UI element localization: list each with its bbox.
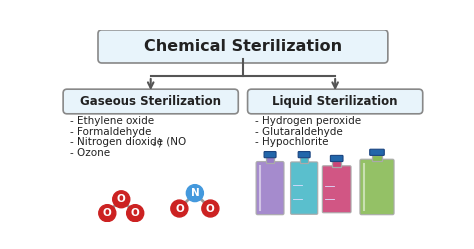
Text: ): ): [157, 137, 161, 147]
Text: - Formaldehyde: - Formaldehyde: [70, 126, 152, 136]
Circle shape: [127, 205, 144, 222]
Text: - Ozone: - Ozone: [70, 148, 110, 158]
FancyBboxPatch shape: [247, 89, 423, 114]
Text: O: O: [103, 208, 112, 218]
FancyBboxPatch shape: [63, 89, 238, 114]
Text: - Hypochlorite: - Hypochlorite: [255, 137, 328, 147]
Bar: [266, 157, 274, 163]
Text: ₂: ₂: [153, 139, 156, 148]
FancyBboxPatch shape: [298, 152, 310, 158]
Circle shape: [202, 200, 219, 217]
Text: N: N: [191, 188, 199, 198]
Text: - Glutaraldehyde: - Glutaraldehyde: [255, 126, 342, 136]
Circle shape: [99, 205, 116, 222]
FancyBboxPatch shape: [330, 155, 343, 162]
Text: - Nitrogen dioxide (NO: - Nitrogen dioxide (NO: [70, 137, 186, 147]
Text: - Hydrogen peroxide: - Hydrogen peroxide: [255, 116, 361, 126]
Bar: [300, 157, 309, 163]
Text: O: O: [206, 203, 215, 214]
FancyBboxPatch shape: [370, 149, 384, 155]
FancyBboxPatch shape: [360, 159, 394, 215]
FancyBboxPatch shape: [98, 30, 388, 63]
Text: Chemical Sterilization: Chemical Sterilization: [144, 39, 342, 54]
Text: - Ethylene oxide: - Ethylene oxide: [70, 116, 154, 126]
FancyBboxPatch shape: [256, 162, 284, 215]
Text: O: O: [131, 208, 139, 218]
Text: O: O: [175, 203, 184, 214]
Circle shape: [186, 185, 203, 202]
FancyBboxPatch shape: [291, 162, 318, 214]
Circle shape: [113, 191, 130, 208]
Text: O: O: [117, 194, 126, 204]
FancyBboxPatch shape: [322, 166, 351, 213]
FancyBboxPatch shape: [264, 152, 276, 158]
Text: Gaseous Sterilization: Gaseous Sterilization: [80, 95, 221, 108]
Circle shape: [171, 200, 188, 217]
Bar: [372, 155, 383, 161]
Text: Liquid Sterilization: Liquid Sterilization: [273, 95, 398, 108]
Bar: [332, 161, 341, 167]
